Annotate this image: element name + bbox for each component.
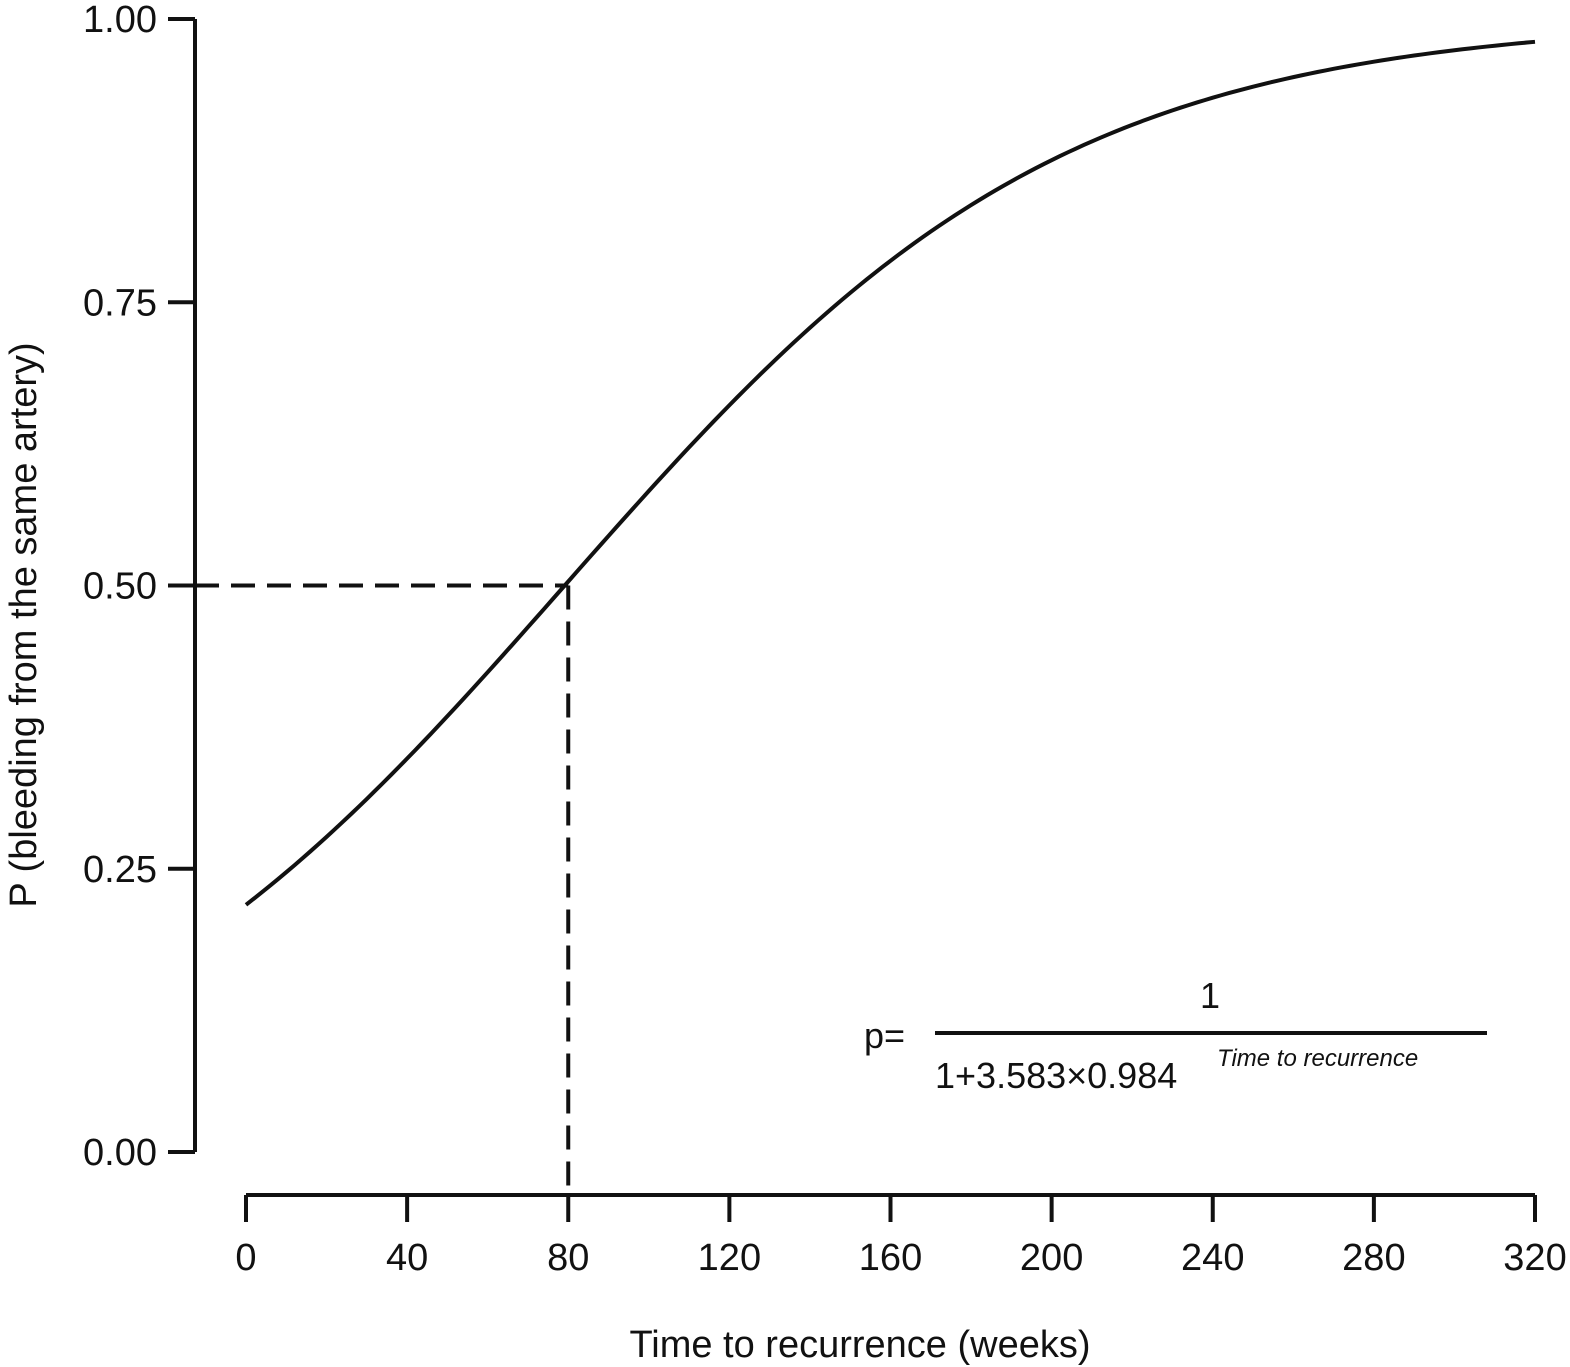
x-tick-label: 160 <box>859 1237 922 1279</box>
x-tick-label: 0 <box>235 1237 256 1279</box>
y-tick-label: 0.25 <box>83 849 157 891</box>
y-tick-label: 1.00 <box>83 0 157 41</box>
x-ticks: 0 40 80 120 160 200 240 280 320 <box>235 1195 1567 1279</box>
x-tick-label: 320 <box>1503 1237 1566 1279</box>
formula-exponent: Time to recurrence <box>1217 1045 1418 1072</box>
y-tick-label: 0.75 <box>83 282 157 324</box>
x-tick-label: 200 <box>1020 1237 1083 1279</box>
y-tick-label: 0.00 <box>83 1132 157 1174</box>
formula-numerator: 1 <box>1200 975 1220 1016</box>
x-tick-label: 240 <box>1181 1237 1244 1279</box>
formula-lhs: p= <box>864 1015 905 1056</box>
series-line <box>244 39 1536 907</box>
formula-annotation: p= 1 1+3.583×0.984 Time to recurrence <box>864 975 1487 1096</box>
y-ticks: 0.00 0.25 0.50 0.75 1.00 <box>83 0 195 1174</box>
x-tick-label: 80 <box>547 1237 589 1279</box>
formula-denominator: 1+3.583×0.984 <box>935 1055 1177 1096</box>
x-tick-label: 280 <box>1342 1237 1405 1279</box>
y-tick-label: 0.50 <box>83 566 157 608</box>
y-axis-label: P (bleeding from the same artery) <box>3 342 45 907</box>
x-axis-label: Time to recurrence (weeks) <box>629 1324 1090 1366</box>
x-tick-label: 40 <box>386 1237 428 1279</box>
x-tick-label: 120 <box>698 1237 761 1279</box>
